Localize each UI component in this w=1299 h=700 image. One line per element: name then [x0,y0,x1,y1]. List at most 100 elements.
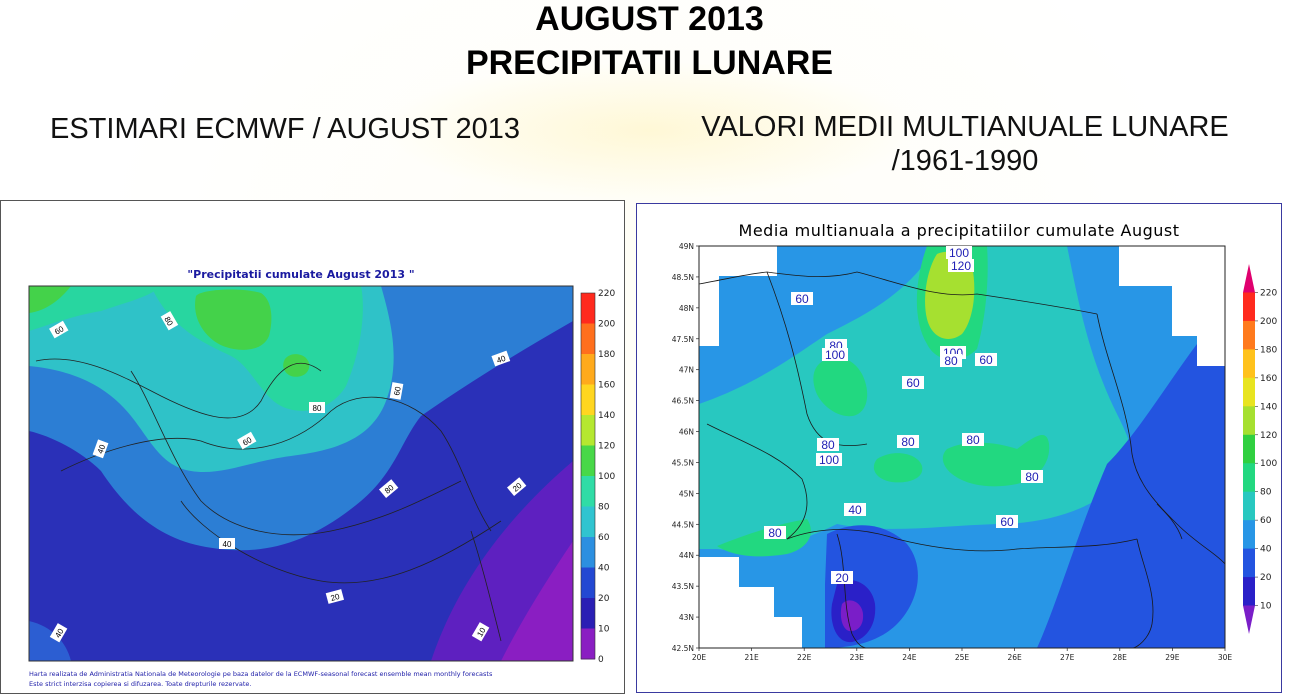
contour-label: 120 [951,259,971,273]
colorbar-swatch [581,323,595,355]
latitude-tick-label: 49N [679,242,694,251]
contour-label: 60 [1000,515,1014,529]
page-subtitle: PRECIPITATII LUNARE [465,44,834,82]
page-title: AUGUST 2013 [535,0,764,38]
contour-label: 80 [821,438,835,452]
latitude-tick-label: 42.5N [672,644,694,653]
contour-label: 60 [795,292,809,306]
colorbar-tick-label: 80 [1260,488,1272,498]
longitude-tick-label: 22E [797,653,812,662]
colorbar-tick-label: 120 [1260,431,1277,441]
longitude-tick-label: 26E [1007,653,1022,662]
left-contour-labels: 60 80 40 60 80 60 40 80 20 40 20 40 10 [49,311,527,643]
right-map-title: Media multianuala a precipitatiilor cumu… [739,221,1180,240]
colorbar-tick-label: 180 [1260,345,1277,355]
colorbar-tick-label: 10 [598,625,610,635]
contour-label: 20 [330,592,341,603]
longitude-tick-label: 21E [744,653,759,662]
colorbar-tick-label: 20 [1260,573,1272,583]
colorbar-swatch [581,628,595,660]
colorbar-tick-label: 60 [1260,516,1272,526]
colorbar-swatch [581,445,595,477]
contour-label: 40 [495,354,507,366]
right-panel-heading-line1: VALORI MEDII MULTIANUALE LUNARE [701,111,1229,143]
colorbar-swatch [1243,434,1255,464]
longitude-tick-label: 24E [902,653,917,662]
contour-label: 60 [979,353,993,367]
colorbar-swatch [581,537,595,568]
colorbar-tick-label: 40 [1260,545,1272,555]
colorbar-swatch [1243,520,1255,550]
colorbar-tick-label: 100 [1260,459,1277,469]
right-panel-heading-line2: /1961-1990 [891,145,1039,177]
colorbar-swatch [581,506,595,538]
multiannual-mean-map-panel: Media multianuala a precipitatiilor cumu… [636,203,1282,693]
colorbar-swatch [1243,377,1255,407]
colorbar-tick-label: 160 [598,381,615,391]
contour-label: 100 [819,453,839,467]
colorbar-tick-label: 120 [598,442,615,452]
contour-label: 40 [223,540,232,549]
contour-label: 80 [313,404,322,413]
longitude-tick-label: 25E [955,653,970,662]
contour-label: 40 [96,443,108,455]
left-footer-line1: Harta realizata de Administratia Nationa… [29,670,493,678]
longitude-tick-label: 30E [1218,653,1233,662]
colorbar-swatch [1243,548,1255,578]
watermark-logo [380,60,920,200]
colorbar-swatch [581,293,595,324]
ecmwf-forecast-map: "Precipitatii cumulate August 2013 " 60 [28,268,615,688]
latitude-tick-label: 48.5N [672,273,694,282]
colorbar-swatch [1243,463,1255,493]
latitude-tick-label: 48N [679,304,694,313]
left-map-title: "Precipitatii cumulate August 2013 " [187,268,414,281]
contour-label: 100 [825,348,845,362]
longitude-tick-label: 23E [850,653,865,662]
colorbar-tick-label: 10 [1260,602,1272,612]
longitude-axis: 20E 21E 22E 23E 24E 25E 26E 27E 28E 29E 30E [692,648,1233,662]
colorbar-swatch [581,415,595,446]
colorbar-swatch [581,384,595,416]
colorbar-tick-label: 0 [598,655,604,665]
colorbar-tick-label: 140 [1260,402,1277,412]
latitude-tick-label: 46.5N [672,397,694,406]
colorbar-swatch [1243,320,1255,350]
longitude-tick-label: 28E [1113,653,1128,662]
left-footer-line2: Este strict interzisa copierea si difuza… [29,680,252,688]
colorbar-tick-label: 160 [1260,374,1277,384]
latitude-tick-label: 43.5N [672,582,694,591]
left-panel-heading: ESTIMARI ECMWF / AUGUST 2013 [50,113,521,145]
colorbar-tick-label: 220 [598,289,615,299]
colorbar-tick-label: 220 [1260,288,1277,298]
multiannual-mean-map: Media multianuala a precipitatiilor cumu… [672,221,1278,662]
colorbar-swatch [1243,577,1255,607]
longitude-tick-label: 20E [692,653,707,662]
contour-label: 20 [835,571,849,585]
latitude-tick-label: 47.5N [672,335,694,344]
longitude-tick-label: 27E [1060,653,1075,662]
contour-label: 80 [944,354,958,368]
contour-label: 80 [901,435,915,449]
colorbar-swatch [1243,264,1255,293]
right-contour-labels: 100 120 60 80 100 100 80 60 60 80 80 80 … [764,246,1043,585]
contour-label: 40 [848,503,862,517]
colorbar-tick-label: 100 [598,472,615,482]
colorbar-swatch [581,598,595,629]
latitude-tick-label: 44.5N [672,520,694,529]
colorbar-swatch [581,476,595,507]
colorbar-tick-label: 80 [598,503,610,513]
latitude-tick-label: 47N [679,366,694,375]
contour-label: 80 [966,433,980,447]
latitude-tick-label: 44N [679,551,694,560]
contour-label: 60 [392,385,403,396]
contour-label: 80 [1025,470,1039,484]
colorbar-swatch [1243,292,1255,322]
latitude-tick-label: 43N [679,613,694,622]
latitude-axis: 49N 48.5N 48N 47.5N 47N 46.5N 46N 45.5N 45N 44.5N… [672,242,699,653]
colorbar-tick-label: 20 [598,594,610,604]
contour-label: 80 [768,526,782,540]
latitude-tick-label: 45.5N [672,458,694,467]
contour-label: 100 [949,246,969,260]
colorbar-tick-label: 200 [1260,317,1277,327]
